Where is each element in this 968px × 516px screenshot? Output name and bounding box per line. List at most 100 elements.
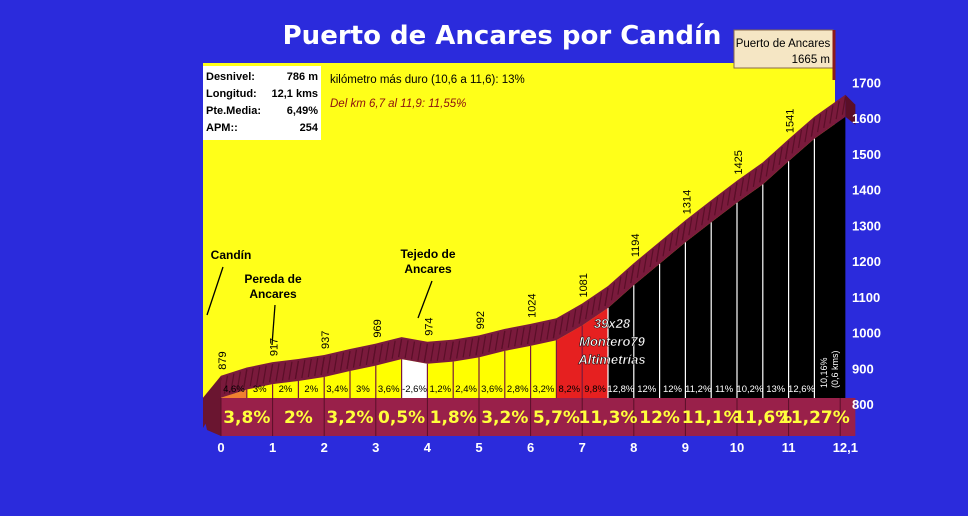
segment-fill	[556, 325, 583, 398]
x-tick-label: 12,1	[833, 440, 858, 455]
segment-grade-label: 4,6%	[223, 384, 245, 395]
place-label: Ancares	[249, 287, 297, 301]
profile-stripe	[269, 364, 274, 383]
profile-stripe	[423, 343, 428, 362]
profile-stripe	[636, 259, 641, 278]
profile-stripe	[733, 182, 738, 201]
segment-fill	[401, 359, 428, 398]
x-tick-label: 7	[579, 440, 586, 455]
profile-stripe	[333, 353, 338, 373]
segment-grade-label: 12%	[637, 384, 657, 395]
segment-fill	[737, 184, 763, 398]
profile-stripe	[456, 340, 461, 359]
profile-stripe	[352, 349, 358, 368]
segment-grade-label: 10,16%	[819, 357, 829, 388]
km-grade-label: 2%	[284, 408, 313, 428]
profile-stripe	[604, 287, 609, 307]
profile-stripe	[294, 360, 299, 380]
profile-stripe	[552, 320, 557, 339]
y-tick-label: 800	[852, 397, 874, 412]
altitude-label: 974	[423, 317, 435, 335]
km-grade-label: 12%	[639, 408, 680, 428]
summit-name: Puerto de Ancares	[736, 38, 831, 50]
x-tick-label: 4	[424, 440, 432, 455]
profile-stripe	[675, 227, 680, 246]
altitude-label: 969	[372, 319, 384, 337]
profile-stripe	[572, 309, 577, 328]
profile-stripe	[610, 282, 616, 301]
profile-ribbon	[203, 94, 856, 428]
profile-stripe	[514, 328, 519, 347]
profile-stripe	[591, 296, 596, 315]
stat-label: Longitud:	[206, 88, 257, 100]
segment-fill	[375, 359, 402, 398]
profile-stripe	[339, 352, 345, 371]
y-tick-label: 1000	[852, 326, 881, 341]
altitude-labels: 879 917 937 969 974 992 1024 1081 1194 1314 1425 15…	[217, 109, 797, 370]
profile-stripe	[320, 356, 325, 376]
profile-stripe	[501, 330, 506, 350]
x-tick-label: 6	[527, 440, 534, 455]
profile-stripe	[565, 312, 570, 331]
place-label: Pereda de	[244, 272, 302, 286]
km-grade-label: 11,3%	[579, 408, 638, 428]
y-tick-label: 1600	[852, 111, 881, 126]
km-grade-label: 5,7%	[533, 408, 580, 428]
segment-fill	[504, 345, 531, 398]
km-grade-label: 0,5%	[378, 408, 425, 428]
segment-fill	[711, 202, 737, 398]
profile-stripe	[752, 168, 757, 187]
segment-fill	[324, 370, 350, 398]
profile-stripe	[746, 173, 751, 192]
altitude-label: 992	[475, 311, 487, 329]
profile-stripe	[449, 341, 454, 360]
profile-stripe	[823, 109, 828, 128]
watermark-line: Altimetrías	[577, 352, 645, 367]
profile-stripe	[688, 217, 693, 236]
altitude-label: 917	[269, 338, 281, 356]
segment-fill	[350, 365, 376, 398]
segment-fill	[272, 380, 299, 398]
km-grade-label: 11,27%	[779, 408, 850, 428]
y-tick-label: 1500	[852, 147, 881, 162]
segment-grade-label: 12,6%	[788, 384, 815, 395]
watermark-line: 39x28	[594, 316, 631, 331]
altitude-label: 1541	[785, 109, 797, 133]
profile-stripe	[385, 342, 390, 361]
profile-stripe	[656, 243, 661, 262]
profile-stripe	[462, 339, 467, 358]
place-label: Candín	[211, 248, 252, 262]
segment-fill	[453, 357, 479, 398]
altitude-label: 1081	[578, 273, 590, 297]
segment-fill	[246, 384, 273, 398]
stats-box: Desnivel: 786 m Longitud: 12,1 kms Pte.M…	[203, 66, 321, 140]
profile-stripe	[720, 192, 725, 211]
x-tick-label: 8	[630, 440, 637, 455]
watermark: 39x28 Montero79 Altimetrías	[577, 316, 646, 368]
profile-stripe	[243, 369, 248, 388]
altitude-label: 1194	[630, 233, 642, 257]
x-tick-label: 11	[782, 440, 796, 455]
profile-stripe	[817, 114, 822, 133]
km-grade-label: 3,2%	[326, 408, 373, 428]
profile-stripe	[597, 292, 603, 311]
profile-stripe	[668, 232, 674, 252]
km-grade-label: 11,1%	[682, 408, 741, 428]
y-tick-label: 1400	[852, 183, 881, 198]
profile-stripe	[739, 177, 745, 197]
segment-grade-label: 3,6%	[378, 384, 400, 395]
segment-grade-labels: 4,6% 3% 2% 2% 3,4% 3% 3,6% -2,6% 1,2% 2,4% 3,6% 2,8…	[223, 350, 840, 395]
profile-stripe	[223, 375, 229, 394]
altitude-label: 1024	[527, 293, 539, 317]
profile-stripe	[410, 341, 416, 360]
profile-stripe	[539, 322, 545, 342]
profile-stripe	[643, 254, 648, 273]
place-pointer	[417, 280, 433, 319]
profile-stripe	[468, 338, 474, 357]
x-tick-label: 5	[475, 440, 482, 455]
segment-grade-label: 12,8%	[607, 384, 634, 395]
profile-stripe	[797, 129, 803, 148]
segment-grade-label: 3,2%	[533, 384, 555, 395]
profile-stripe	[236, 371, 241, 390]
